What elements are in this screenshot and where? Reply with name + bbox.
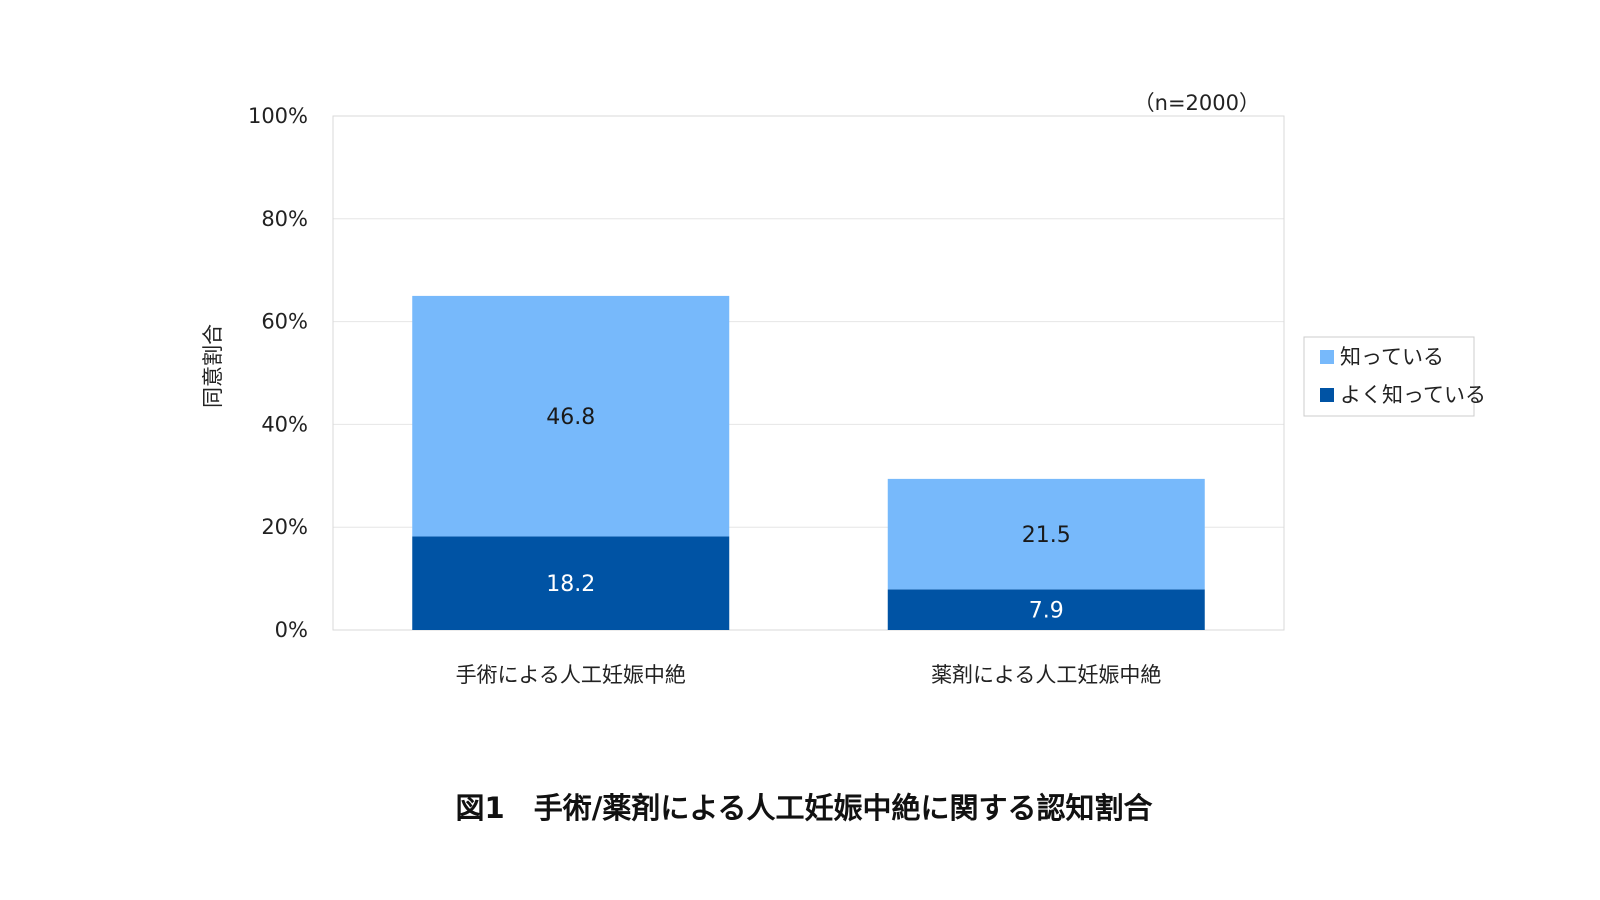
sample-size-note: （n=2000）	[1134, 91, 1260, 115]
y-axis-ticks: 0% 20% 40% 60% 80% 100%	[248, 104, 308, 642]
legend-label: 知っている	[1340, 345, 1444, 369]
y-tick-label: 20%	[261, 515, 308, 539]
y-tick-label: 80%	[261, 207, 308, 231]
plot-area-frame	[332, 115, 1285, 631]
legend-swatch	[1320, 350, 1334, 364]
data-label: 18.2	[546, 572, 595, 597]
data-label: 7.9	[1029, 599, 1064, 624]
x-category-label: 薬剤による人工妊娠中絶	[931, 663, 1161, 687]
y-tick-label: 40%	[261, 412, 308, 436]
legend-label: よく知っている	[1340, 383, 1486, 407]
figure-caption: 図1 手術/薬剤による人工妊娠中絶に関する認知割合	[456, 791, 1153, 825]
bars: 18.2 46.8 7.9 21.5	[412, 295, 1205, 630]
y-tick-label: 60%	[261, 310, 308, 334]
x-category-label: 手術による人工妊娠中絶	[456, 663, 686, 687]
legend-swatch	[1320, 388, 1334, 402]
bar-segment	[412, 295, 730, 537]
bar-segment	[887, 478, 1205, 590]
y-tick-label: 100%	[248, 104, 308, 128]
bar-segment	[887, 589, 1205, 630]
x-axis-categories: 手術による人工妊娠中絶 薬剤による人工妊娠中絶	[456, 663, 1162, 687]
data-label: 21.5	[1022, 523, 1071, 548]
y-tick-label: 0%	[275, 618, 308, 642]
bar-segment	[412, 536, 730, 630]
y-axis-label: 同意割合	[201, 324, 225, 408]
data-label: 46.8	[546, 405, 595, 430]
